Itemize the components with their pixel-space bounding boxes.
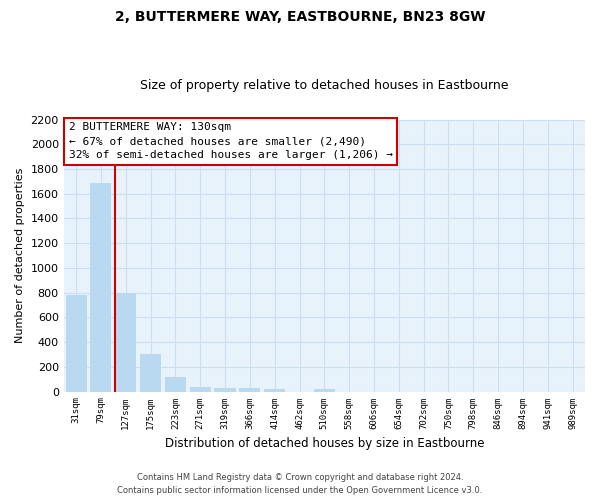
Y-axis label: Number of detached properties: Number of detached properties (15, 168, 25, 343)
Bar (65, 295, 86, 392)
Bar (140, 354, 161, 392)
Title: Size of property relative to detached houses in Eastbourne: Size of property relative to detached ho… (140, 79, 509, 92)
Text: 2, BUTTERMERE WAY, EASTBOURNE, BN23 8GW: 2, BUTTERMERE WAY, EASTBOURNE, BN23 8GW (115, 10, 485, 24)
Text: Contains HM Land Registry data © Crown copyright and database right 2024.
Contai: Contains HM Land Registry data © Crown c… (118, 474, 482, 495)
Bar (264, 389, 285, 392)
Bar (91, 182, 112, 392)
Bar (214, 388, 236, 392)
Bar (165, 378, 186, 392)
Text: 2 BUTTERMERE WAY: 130sqm
← 67% of detached houses are smaller (2,490)
32% of sem: 2 BUTTERMERE WAY: 130sqm ← 67% of detach… (69, 122, 393, 160)
Bar (190, 387, 211, 392)
Bar (314, 389, 335, 392)
X-axis label: Distribution of detached houses by size in Eastbourne: Distribution of detached houses by size … (164, 437, 484, 450)
Bar (239, 388, 260, 392)
Bar (115, 292, 136, 392)
